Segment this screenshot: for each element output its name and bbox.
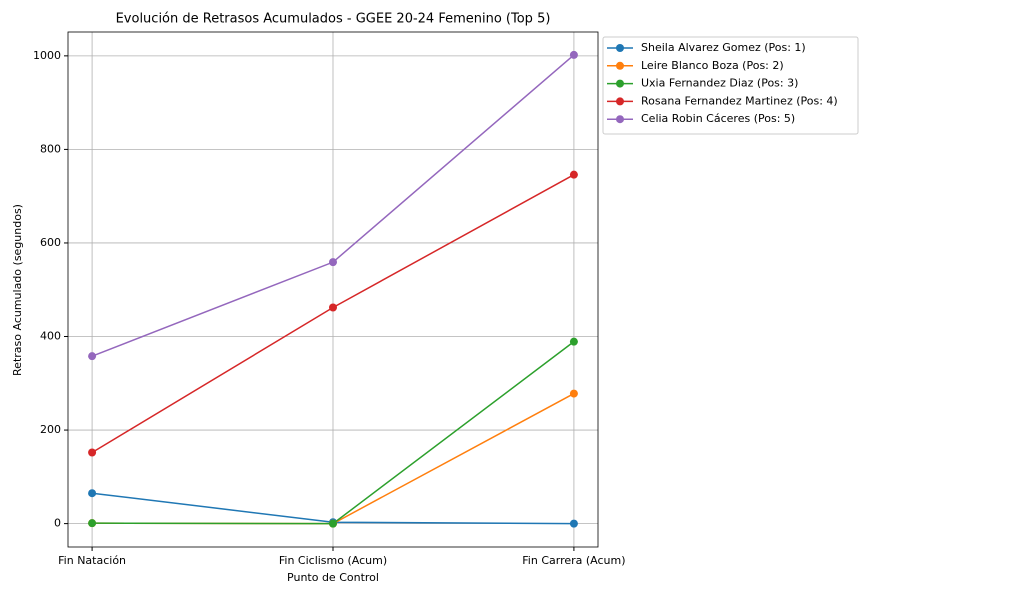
point [329, 519, 337, 528]
point [569, 389, 578, 398]
legend-marker [616, 44, 624, 52]
point [569, 337, 578, 346]
legend-marker [616, 97, 624, 106]
x-tick-label: Fin Ciclismo (Acum) [279, 554, 387, 567]
point [569, 170, 578, 179]
y-tick-label: 800 [40, 142, 61, 155]
x-tick-label: Fin Natación [58, 554, 126, 567]
legend-box [602, 36, 859, 135]
x-axis-label: Punto de Control [287, 571, 379, 584]
y-tick-label: 0 [54, 517, 61, 530]
y-tick-label: 1000 [33, 49, 61, 62]
legend-marker [616, 61, 624, 70]
legend-label: Leire Blanco Boza (Pos: 2) [641, 59, 784, 72]
point [329, 303, 337, 312]
point [88, 519, 97, 528]
legend-label: Celia Robin Cáceres (Pos: 5) [641, 112, 795, 125]
point [88, 448, 97, 457]
point [569, 50, 578, 59]
y-tick-label: 200 [40, 423, 61, 436]
point [569, 519, 578, 528]
chart-title: Evolución de Retrasos Acumulados - GGEE … [116, 12, 551, 27]
legend-label: Rosana Fernandez Martinez (Pos: 4) [641, 94, 838, 107]
x-tick-label: Fin Carrera (Acum) [522, 554, 625, 567]
y-axis-label: Retraso Acumulado (segundos) [11, 204, 24, 376]
y-tick-label: 600 [40, 236, 61, 249]
point [88, 489, 97, 498]
plot-frame [67, 31, 599, 548]
legend-marker [616, 115, 624, 124]
point [329, 258, 337, 267]
y-tick-label: 400 [40, 330, 61, 343]
legend-label: Uxia Fernandez Diaz (Pos: 3) [641, 77, 798, 90]
legend-label: Sheila Alvarez Gomez (Pos: 1) [641, 41, 806, 54]
point [88, 352, 97, 361]
legend-marker [616, 79, 624, 88]
